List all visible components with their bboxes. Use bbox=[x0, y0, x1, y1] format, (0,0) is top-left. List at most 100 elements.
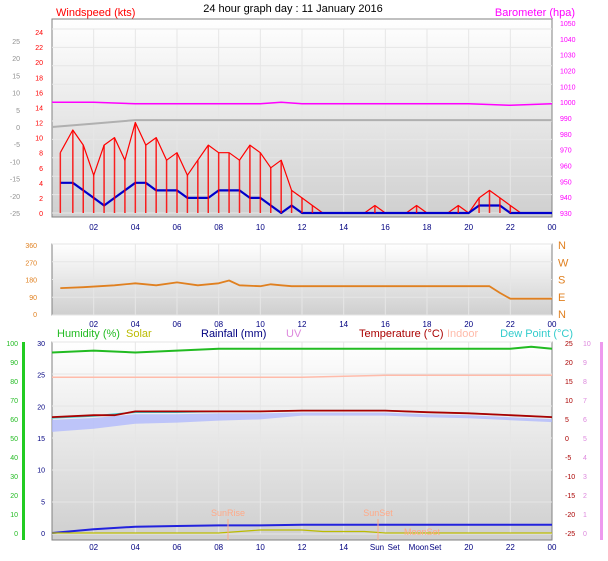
x-tick-label: 06 bbox=[173, 543, 182, 552]
x-tick-label: 12 bbox=[298, 543, 307, 552]
temperature-tick-label: 25 bbox=[565, 341, 573, 348]
x-tick-label: 22 bbox=[506, 543, 515, 552]
x-tick-label: Set bbox=[429, 543, 442, 552]
wind-direction-line bbox=[60, 279, 552, 300]
windspeed-tick-label: 14 bbox=[35, 105, 43, 112]
windspeed-tick-label: 8 bbox=[39, 151, 43, 158]
x-tick-label: 04 bbox=[131, 543, 140, 552]
windspeed-tick-label: 22 bbox=[35, 45, 43, 52]
x-tick-label: 02 bbox=[89, 320, 98, 329]
humidity-tick-label: 40 bbox=[10, 455, 18, 462]
outer-tick-label: -15 bbox=[10, 177, 20, 184]
outer-trace-line bbox=[51, 119, 552, 128]
temperature-tick-label: -20 bbox=[565, 512, 575, 519]
temperature-tick-label: 5 bbox=[565, 417, 569, 424]
uv-tick-label: 7 bbox=[583, 398, 587, 405]
top-panel: Windspeed (kts) Barometer (hpa) 25201510… bbox=[10, 7, 576, 232]
windspeed-axis-label: Windspeed (kts) bbox=[56, 7, 135, 19]
barometer-tick-label: 960 bbox=[560, 164, 572, 171]
humidity-tick-label: 50 bbox=[10, 436, 18, 443]
direction-degree-tick-label: 180 bbox=[25, 278, 37, 285]
temperature-tick-label: -15 bbox=[565, 493, 575, 500]
temperature-tick-label: 10 bbox=[565, 398, 573, 405]
x-tick-label: 12 bbox=[298, 320, 307, 329]
legend-rainfall: Rainfall (mm) bbox=[201, 328, 266, 340]
top-x-axis-ticks: 02 04 06 08 10 12 14 16 18 20 22 00 bbox=[89, 223, 557, 232]
sunset-label: SunSet bbox=[363, 508, 393, 518]
outer-tick-label: 15 bbox=[12, 73, 20, 80]
x-tick-label: 10 bbox=[256, 320, 265, 329]
uv-tick-label: 9 bbox=[583, 360, 587, 367]
bottom-series bbox=[51, 345, 553, 534]
x-tick-label: 02 bbox=[89, 223, 98, 232]
outer-axis-ticks: 25 20 15 10 5 0 -5 -10 -15 -20 -25 bbox=[10, 39, 20, 218]
windspeed-tick-label: 4 bbox=[39, 181, 43, 188]
barometer-tick-label: 940 bbox=[560, 195, 572, 202]
compass-label: N bbox=[558, 309, 566, 321]
x-tick-label: 10 bbox=[256, 223, 265, 232]
humidity-tick-label: 70 bbox=[10, 398, 18, 405]
uv-tick-label: 10 bbox=[583, 341, 591, 348]
barometer-axis-label: Barometer (hpa) bbox=[495, 7, 575, 19]
uv-tick-label: 4 bbox=[583, 455, 587, 462]
windspeed-tick-label: 10 bbox=[35, 136, 43, 143]
x-tick-label: 14 bbox=[339, 543, 348, 552]
top-series bbox=[51, 101, 553, 215]
windspeed-tick-label: 2 bbox=[39, 196, 43, 203]
outer-tick-label: -25 bbox=[10, 211, 20, 218]
humidity-tick-label: 60 bbox=[10, 417, 18, 424]
barometer-tick-label: 950 bbox=[560, 179, 572, 186]
uv-tick-label: 3 bbox=[583, 474, 587, 481]
barometer-tick-label: 1040 bbox=[560, 37, 576, 44]
outer-tick-label: 5 bbox=[16, 108, 20, 115]
uv-tick-label: 6 bbox=[583, 417, 587, 424]
barometer-tick-label: 1050 bbox=[560, 21, 576, 28]
temperature-line bbox=[51, 409, 553, 418]
humidity-tick-label: 0 bbox=[14, 531, 18, 538]
compass-label: W bbox=[558, 257, 569, 269]
direction-degree-tick-label: 360 bbox=[25, 243, 37, 250]
x-tick-label: 08 bbox=[214, 320, 223, 329]
moonset-label: MoonSet bbox=[404, 527, 441, 537]
barometer-tick-label: 990 bbox=[560, 116, 572, 123]
temperature-tick-label: 20 bbox=[565, 360, 573, 367]
windspeed-tick-label: 20 bbox=[35, 60, 43, 67]
rainfall-tick-label: 0 bbox=[41, 531, 45, 538]
humidity-tick-label: 20 bbox=[10, 493, 18, 500]
temperature-tick-label: 15 bbox=[565, 379, 573, 386]
humidity-line bbox=[51, 345, 553, 354]
rainfall-tick-label: 15 bbox=[37, 436, 45, 443]
outer-tick-label: -10 bbox=[10, 159, 20, 166]
windspeed-tick-label: 18 bbox=[35, 75, 43, 82]
temperature-tick-label: -10 bbox=[565, 474, 575, 481]
uv-tick-label: 0 bbox=[583, 531, 587, 538]
direction-degree-tick-label: 270 bbox=[25, 260, 37, 267]
x-tick-label: 08 bbox=[214, 223, 223, 232]
x-tick-label: 16 bbox=[381, 320, 390, 329]
windspeed-tick-label: 24 bbox=[35, 30, 43, 37]
direction-x-axis-ticks: 02 04 06 08 10 12 14 16 18 20 22 00 bbox=[89, 320, 557, 329]
x-tick-label: 02 bbox=[89, 543, 98, 552]
barometer-tick-label: 1000 bbox=[560, 100, 576, 107]
dewpoint-spread-band bbox=[52, 412, 552, 432]
x-tick-label: 22 bbox=[506, 223, 515, 232]
direction-degree-tick-label: 0 bbox=[33, 312, 37, 319]
rainfall-line bbox=[51, 523, 552, 534]
x-tick-label: 00 bbox=[548, 320, 557, 329]
legend-dewpoint: Dew Point (°C) bbox=[500, 328, 573, 340]
barometer-tick-label: 980 bbox=[560, 132, 572, 139]
x-tick-label: Moon bbox=[409, 543, 429, 552]
barometer-tick-label: 930 bbox=[560, 211, 572, 218]
humidity-tick-label: 80 bbox=[10, 379, 18, 386]
x-tick-label: 20 bbox=[464, 543, 473, 552]
x-tick-label: 22 bbox=[506, 320, 515, 329]
rainfall-tick-label: 30 bbox=[37, 341, 45, 348]
uv-axis-bar bbox=[600, 342, 603, 540]
temperature-tick-label: -25 bbox=[565, 531, 575, 538]
barometer-tick-label: 1020 bbox=[560, 69, 576, 76]
